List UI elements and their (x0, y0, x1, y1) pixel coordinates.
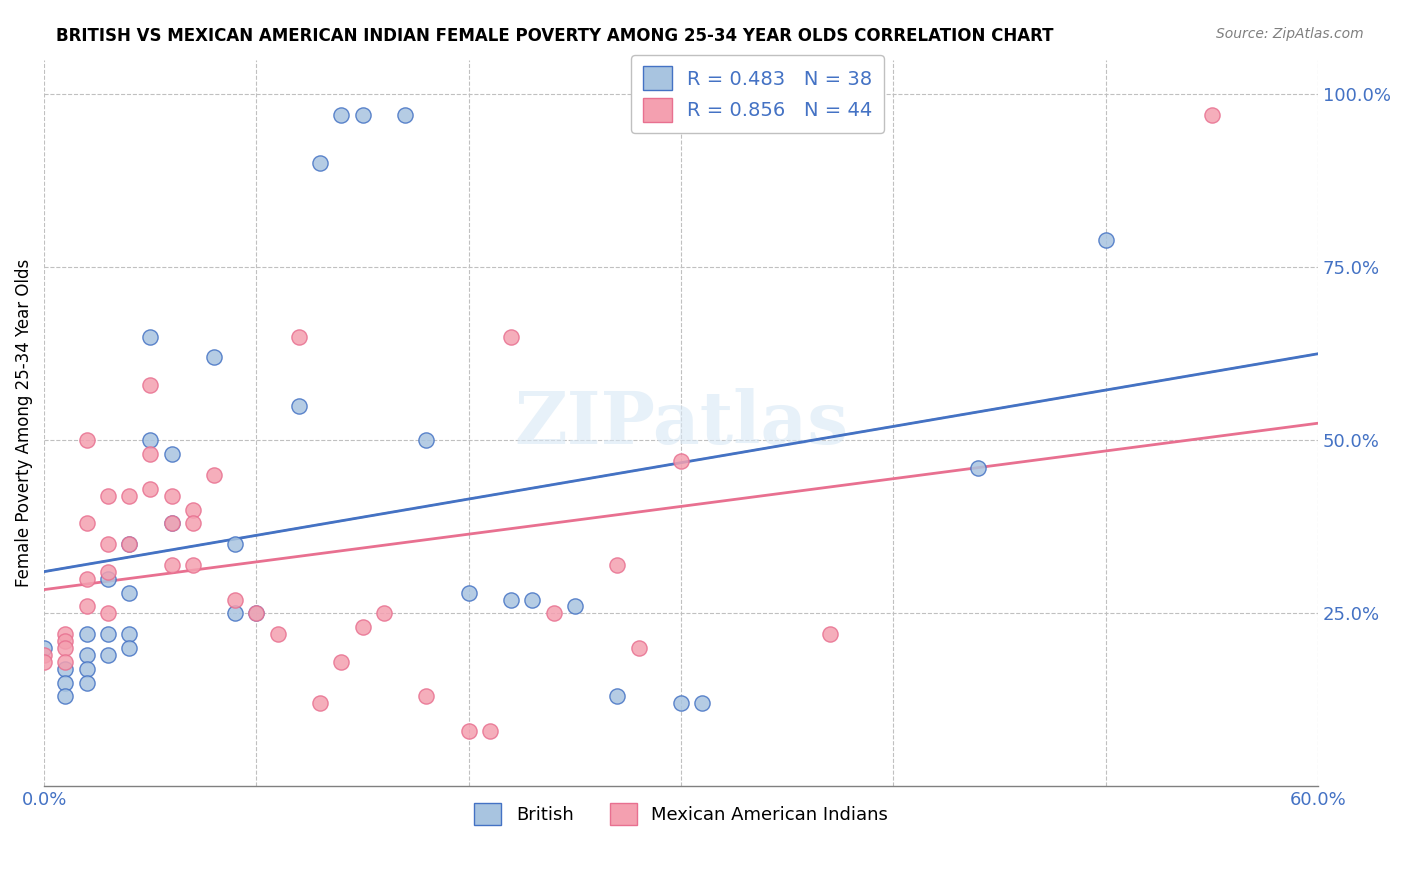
Point (32, 640, 55, 655)
Point (118, 627, 141, 641)
Point (160, 516, 183, 531)
Point (97, 607, 120, 621)
Point (330, 655, 353, 669)
Point (97, 572, 120, 586)
Point (543, 607, 565, 621)
Point (118, 537, 141, 551)
Point (32, 655, 55, 669)
Point (202, 351, 225, 365)
Point (97, 627, 120, 641)
Point (202, 467, 225, 482)
Point (606, 690, 628, 704)
Point (139, 482, 162, 496)
Point (1201, 108, 1223, 122)
Point (76, 662, 98, 676)
Point (606, 558, 628, 572)
Point (501, 592, 523, 607)
Point (53, 634, 76, 648)
Point (352, 620, 374, 634)
Point (309, 156, 332, 170)
Point (118, 585, 141, 599)
Point (160, 489, 183, 503)
Y-axis label: Female Poverty Among 25-34 Year Olds: Female Poverty Among 25-34 Year Olds (15, 259, 32, 587)
Point (139, 447, 162, 461)
Point (1094, 233, 1116, 247)
Point (564, 599, 586, 614)
Text: ZIPatlas: ZIPatlas (515, 387, 848, 458)
Point (245, 607, 267, 621)
Point (53, 655, 76, 669)
Point (139, 434, 162, 448)
Legend: British, Mexican American Indians: British, Mexican American Indians (464, 792, 898, 836)
Point (160, 516, 183, 531)
Point (139, 329, 162, 343)
Point (479, 724, 502, 739)
Point (669, 697, 692, 711)
Point (97, 565, 120, 579)
Point (352, 108, 374, 122)
Point (118, 489, 141, 503)
Point (288, 329, 311, 343)
Point (522, 592, 544, 607)
Point (457, 585, 479, 599)
Point (53, 662, 76, 676)
Point (76, 648, 98, 662)
Point (181, 516, 204, 531)
Point (76, 599, 98, 614)
Point (394, 108, 416, 122)
Point (501, 329, 523, 343)
Point (76, 434, 98, 448)
Point (160, 447, 183, 461)
Point (415, 690, 437, 704)
Point (139, 378, 162, 392)
Point (118, 537, 141, 551)
Text: BRITISH VS MEXICAN AMERICAN INDIAN FEMALE POVERTY AMONG 25-34 YEAR OLDS CORRELAT: BRITISH VS MEXICAN AMERICAN INDIAN FEMAL… (56, 27, 1053, 45)
Point (76, 516, 98, 531)
Point (692, 697, 714, 711)
Point (118, 640, 141, 655)
Point (53, 690, 76, 704)
Point (224, 537, 246, 551)
Point (266, 627, 288, 641)
Point (669, 454, 692, 468)
Point (415, 434, 437, 448)
Point (224, 607, 246, 621)
Point (97, 648, 120, 662)
Text: Source: ZipAtlas.com: Source: ZipAtlas.com (1216, 27, 1364, 41)
Point (76, 675, 98, 690)
Point (53, 675, 76, 690)
Point (97, 537, 120, 551)
Point (309, 697, 332, 711)
Point (181, 558, 204, 572)
Point (627, 640, 650, 655)
Point (967, 461, 990, 475)
Point (224, 592, 246, 607)
Point (76, 572, 98, 586)
Point (53, 627, 76, 641)
Point (457, 724, 479, 739)
Point (181, 502, 204, 516)
Point (32, 648, 55, 662)
Point (288, 399, 311, 413)
Point (160, 558, 183, 572)
Point (818, 627, 841, 641)
Point (245, 607, 267, 621)
Point (330, 108, 353, 122)
Point (373, 607, 395, 621)
Point (97, 489, 120, 503)
Point (53, 640, 76, 655)
Point (76, 627, 98, 641)
